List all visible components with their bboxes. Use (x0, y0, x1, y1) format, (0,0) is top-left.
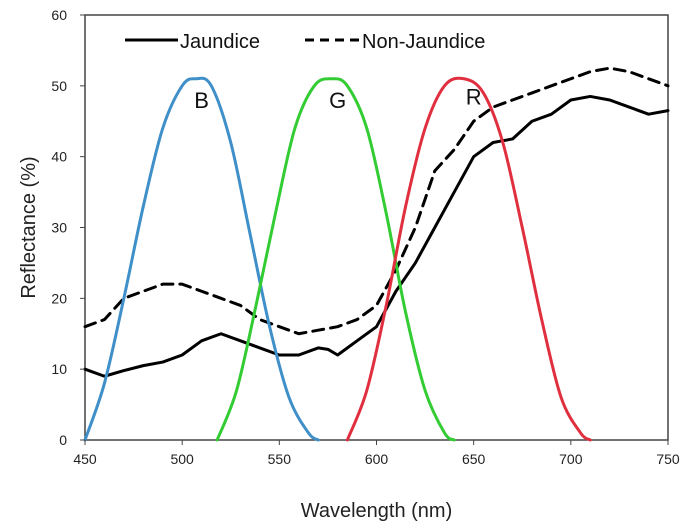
x-tick-label: 650 (462, 451, 486, 467)
y-tick-label: 60 (51, 7, 67, 23)
x-tick-label: 500 (170, 451, 194, 467)
series-line-jaundice (83, 94, 670, 378)
y-tick-label: 30 (51, 220, 67, 236)
y-tick-label: 40 (51, 149, 67, 165)
x-tick-label: 600 (365, 451, 389, 467)
x-tick-label: 700 (559, 451, 583, 467)
legend: Jaundice Non-Jaundice (125, 31, 485, 53)
x-axis-title: Wavelength (nm) (301, 500, 453, 522)
y-tick-label: 50 (51, 78, 67, 94)
x-tick-label: 450 (73, 451, 97, 467)
x-tick-label: 550 (268, 451, 292, 467)
series-line-b (83, 76, 320, 442)
curves (83, 66, 670, 442)
legend-label-jaundice: Jaundice (180, 31, 260, 53)
legend-label-non-jaundice: Non-Jaundice (362, 31, 485, 53)
y-axis-ticks: 0 10 20 30 40 50 60 (51, 7, 85, 448)
y-tick-label: 10 (51, 361, 67, 377)
band-label-g: G (329, 88, 346, 113)
series-line-r (345, 76, 592, 442)
plot-frame (84, 14, 669, 441)
band-label-b: B (194, 88, 209, 113)
y-tick-label: 0 (59, 432, 67, 448)
series-line-g (215, 77, 456, 442)
y-tick-label: 20 (51, 290, 67, 306)
y-axis-title: Reflectance (%) (18, 156, 40, 298)
series-line-non-jaundice (83, 66, 670, 336)
plot-area (84, 14, 669, 441)
band-label-r: R (466, 84, 482, 109)
x-tick-label: 750 (656, 451, 680, 467)
x-axis-ticks: 450 500 550 600 650 700 750 (73, 440, 680, 467)
